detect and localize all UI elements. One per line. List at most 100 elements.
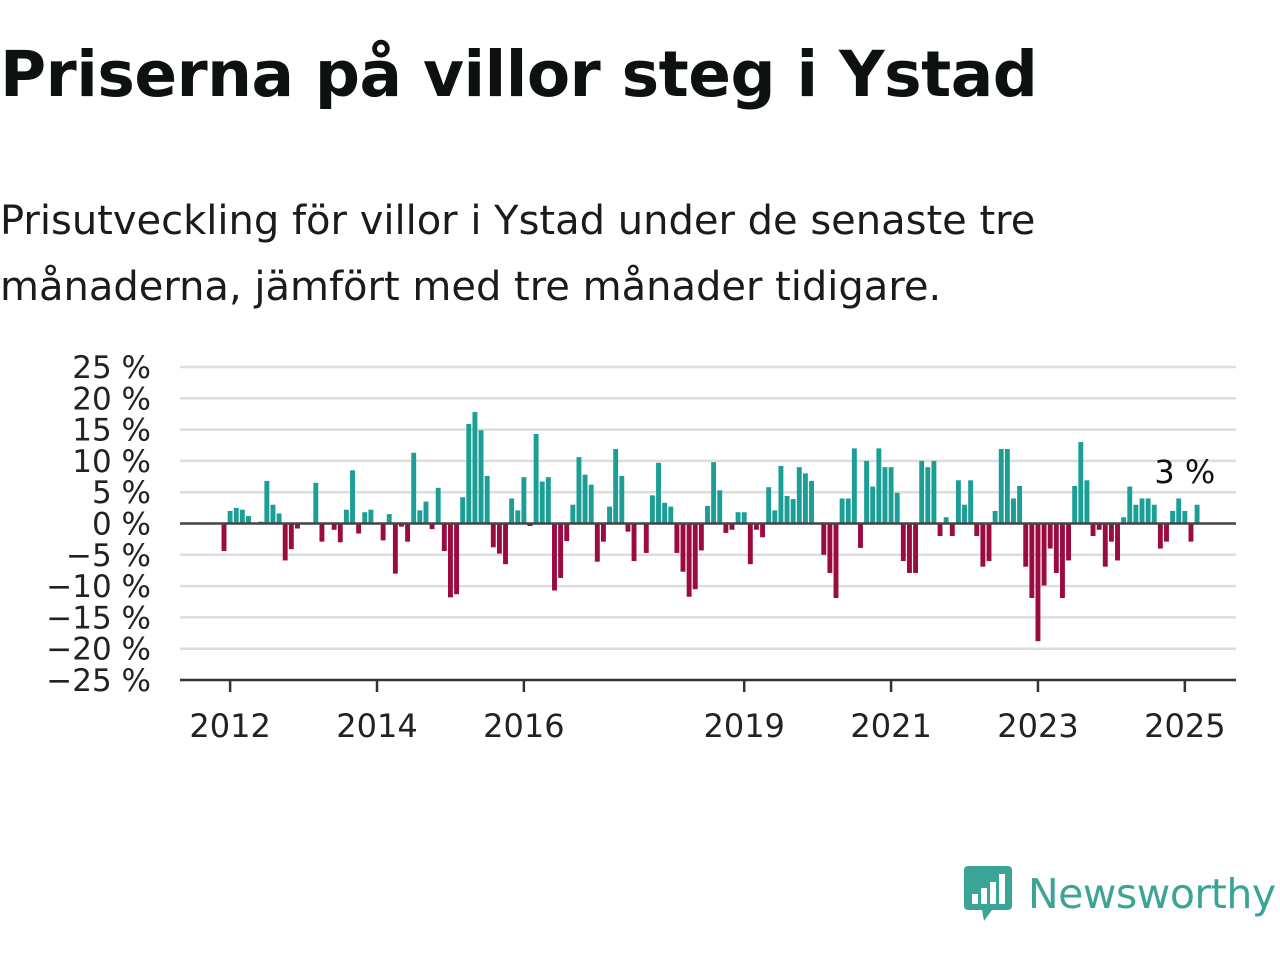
bar [858, 523, 863, 548]
bar [949, 523, 955, 537]
bar [386, 514, 392, 524]
bar [496, 523, 502, 554]
bar [766, 487, 772, 524]
bar [399, 523, 404, 527]
bar [833, 523, 839, 598]
bar [680, 523, 686, 572]
bar [356, 523, 362, 534]
bar [1084, 480, 1090, 524]
bar [1053, 523, 1059, 573]
x-tick-label: 2019 [703, 707, 784, 745]
bar [735, 512, 741, 524]
bar [558, 523, 564, 578]
bar [466, 423, 472, 524]
bar [564, 523, 570, 542]
bar [1102, 523, 1108, 567]
bar [454, 523, 460, 595]
bar [613, 449, 619, 524]
bar [723, 523, 729, 533]
bar [968, 480, 974, 524]
bar [441, 523, 447, 552]
bar [888, 467, 894, 524]
bar [864, 460, 870, 524]
bar [741, 512, 747, 524]
bar [1121, 517, 1127, 524]
newsworthy-logo-text: Newsworthy [1028, 870, 1276, 918]
bar [1176, 498, 1182, 524]
bar [686, 523, 692, 597]
bar [1004, 449, 1010, 524]
newsworthy-logo-icon [964, 866, 1012, 921]
bar [1035, 523, 1041, 642]
bar [802, 473, 808, 524]
bar [870, 486, 876, 524]
bar [429, 523, 435, 530]
bar [337, 523, 343, 543]
newsworthy-logo[interactable]: Newsworthy [962, 862, 1276, 926]
bar [619, 475, 625, 524]
bar [839, 498, 845, 524]
bar [974, 523, 980, 537]
bar [417, 510, 423, 524]
bar [368, 509, 374, 524]
axes [180, 522, 1236, 692]
bar [600, 523, 606, 542]
bar [521, 477, 527, 524]
bar [282, 523, 288, 561]
y-tick-label: 20 % [72, 381, 151, 417]
bar [882, 467, 888, 524]
x-tick-label: 2021 [850, 707, 931, 745]
bar [790, 499, 796, 524]
y-tick-label: 10 % [72, 444, 151, 480]
bar [509, 498, 515, 524]
bar [845, 498, 851, 524]
bar [264, 480, 270, 524]
bar [827, 523, 833, 573]
bar [276, 513, 282, 524]
bar [423, 501, 429, 524]
bar [1157, 523, 1163, 549]
bar [809, 480, 814, 524]
y-tick-label: 25 % [72, 350, 151, 386]
x-tick-label: 2025 [1144, 707, 1225, 745]
bar [851, 448, 857, 524]
bar [674, 523, 680, 553]
bar [392, 523, 398, 574]
bar [447, 523, 453, 598]
bar [288, 523, 294, 550]
y-tick-label: −10 % [46, 569, 151, 605]
x-tick-label: 2023 [997, 707, 1078, 745]
bar [625, 523, 631, 532]
bar [545, 477, 551, 524]
bar [227, 510, 233, 524]
bar [778, 465, 784, 524]
bar [1041, 523, 1047, 586]
bar [1170, 510, 1176, 524]
y-tick-label: 0 % [92, 507, 151, 543]
y-tick-label: −20 % [46, 632, 151, 668]
bar [478, 430, 484, 524]
bar [1182, 510, 1188, 524]
bar [1115, 523, 1120, 561]
bar [380, 523, 386, 541]
bar [1127, 486, 1133, 524]
bar [698, 523, 704, 551]
grid-lines [180, 365, 1236, 650]
bar [943, 517, 949, 524]
bar [405, 523, 411, 542]
y-axis-labels: 25 %20 %15 %10 %5 %0 %−5 %−10 %−15 %−20 … [46, 350, 151, 699]
bar [1066, 523, 1072, 561]
bar [1145, 498, 1151, 524]
bar [643, 523, 649, 553]
bar [533, 433, 539, 524]
bar [411, 452, 417, 524]
x-tick-label: 2014 [336, 707, 417, 745]
bar [925, 467, 931, 524]
bar [594, 523, 600, 562]
bar [588, 484, 594, 524]
bar [490, 523, 496, 548]
bar [992, 510, 998, 524]
bar [894, 492, 900, 524]
bar [919, 460, 925, 524]
bar [998, 449, 1004, 524]
